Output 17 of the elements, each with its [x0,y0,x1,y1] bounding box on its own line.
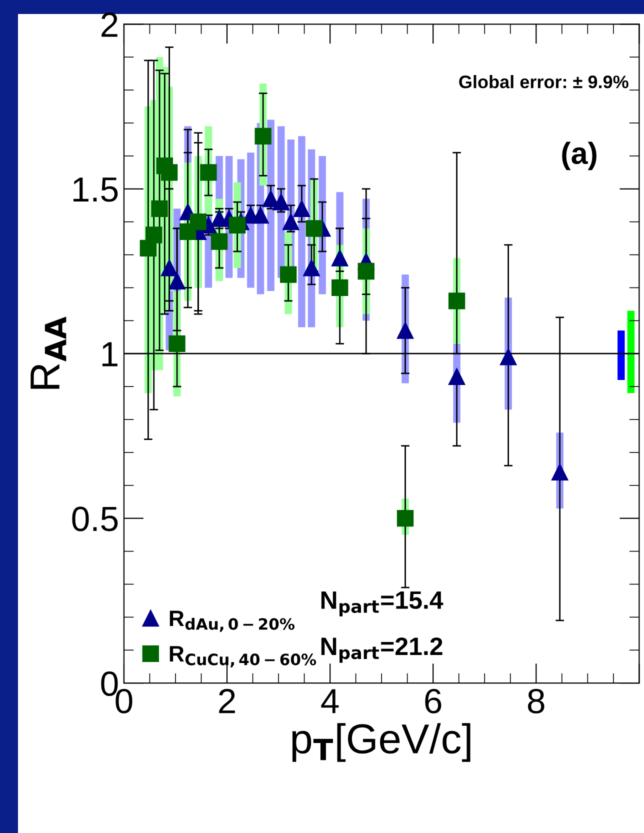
y-tick-label: 1 [102,342,118,366]
y-tick-label: 0.5 [72,506,118,532]
x-tick-label: 2 [219,688,235,714]
annotation: Global error: ± 9.9% [459,75,628,88]
x-tick-label: 6 [425,688,442,714]
annotation: N$_{part}$=21.2 [321,637,442,663]
x-tick-label: 8 [528,688,544,714]
legend-label: R$_{CuCu,40−60%}$ [170,646,316,668]
y-tick-label: 0 [101,671,118,696]
y-tick-label: 2 [102,12,118,37]
x-axis-title: p$_{T}$[GeV/c] [292,723,470,762]
y-axis-title: R$_{AA}$ [30,316,66,389]
y-tick-label: 1.5 [73,178,118,202]
annotation: N$_{part}$=15.4 [321,591,444,616]
legend-label: R$_{dAu,0−20%}$ [170,610,295,632]
x-tick-label: 4 [321,689,339,714]
annotation: (a) [562,142,596,170]
